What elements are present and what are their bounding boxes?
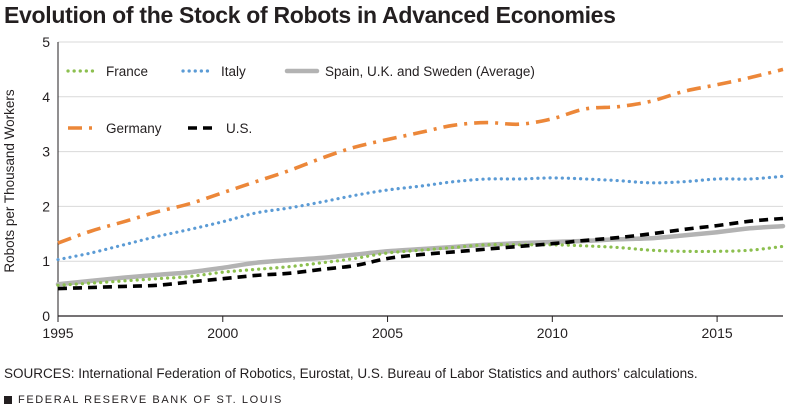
series-line-france [56, 242, 785, 287]
x-tick-label: 2000 [207, 325, 238, 341]
series-line-spain-u-k-and-sweden-average [55, 223, 786, 287]
footer: FEDERAL RESERVE BANK OF ST. LOUIS [4, 394, 283, 406]
legend-label-france: France [106, 64, 148, 79]
axes: 0 1 2 3 4 5 1995 2000 2005 2010 2015 Robots per Tho… [2, 34, 783, 341]
x-tick-label: 2005 [372, 325, 403, 341]
series-line-italy [56, 174, 785, 262]
y-tick-label: 0 [42, 308, 50, 324]
footer-square-icon [4, 396, 12, 404]
y-tick-label: 5 [42, 34, 50, 50]
legend: France Italy Spain, U.K. and Sweden (Avera… [66, 64, 535, 136]
legend-label-italy: Italy [221, 64, 246, 79]
x-tick-label: 2015 [702, 325, 733, 341]
sources-note: SOURCES: International Federation of Rob… [4, 366, 698, 381]
robot-stock-chart: 0 1 2 3 4 5 1995 2000 2005 2010 2015 Robots per Tho… [2, 34, 786, 341]
y-tick-label: 1 [42, 253, 50, 269]
y-tick-label: 2 [42, 198, 50, 214]
chart-title: Evolution of the Stock of Robots in Adva… [4, 2, 616, 28]
y-axis-title: Robots per Thousand Workers [2, 89, 17, 273]
legend-label-germany: Germany [106, 121, 162, 136]
series-line-u-s [57, 216, 784, 291]
series-line-germany [57, 67, 784, 245]
y-tick-label: 3 [42, 144, 50, 160]
x-tick-label: 1995 [42, 325, 73, 341]
footer-text: FEDERAL RESERVE BANK OF ST. LOUIS [18, 394, 283, 406]
legend-label-u-s: U.S. [226, 121, 252, 136]
legend-label-spain-u-k-and-sweden-average: Spain, U.K. and Sweden (Average) [325, 64, 535, 79]
y-tick-label: 4 [42, 89, 50, 105]
series-lines [55, 67, 786, 291]
x-tick-label: 2010 [537, 325, 568, 341]
